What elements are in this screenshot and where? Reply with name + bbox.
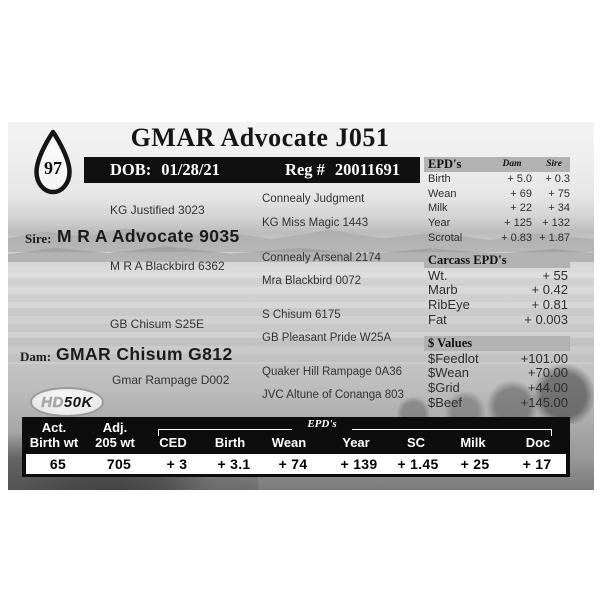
- bottom-stats-table: EPD's Act. Birth wt Adj. 205 wt CED Birth …: [22, 417, 570, 477]
- column-header: Wean: [271, 435, 307, 451]
- epd-panel: EPD's Dam Sire Birth + 5.0 + 0.3 Wean + 69 +…: [424, 157, 570, 245]
- pedigree-dam-sire: GB Chisum S25E: [110, 317, 205, 331]
- column-header: SC: [406, 435, 426, 451]
- stat-value: + 74: [278, 456, 308, 472]
- animal-name-title: GMAR Advocate J051: [130, 123, 390, 152]
- column-header: Adj. 205 wt: [95, 420, 135, 451]
- dam-label: Dam:: [20, 349, 52, 364]
- column-header: Act. Birth wt: [29, 420, 79, 451]
- carcass-row: RibEye + 0.81: [428, 296, 568, 312]
- value-row: $Grid +44.00: [428, 379, 568, 395]
- bottom-table-header-row: Act. Birth wt Adj. 205 wt CED Birth Wean Y…: [22, 417, 570, 454]
- value-row: $Feedlot +101.00: [428, 350, 568, 366]
- stat-value: + 139: [340, 456, 378, 472]
- sire-label: Sire:: [25, 231, 52, 246]
- epd-dam-column-header: Dam: [502, 159, 522, 169]
- pedigree-gen3-entry: Quaker Hill Rampage 0A36: [262, 366, 402, 378]
- stat-value: + 1.45: [397, 456, 439, 472]
- column-header: CED: [159, 435, 187, 451]
- values-panel-title: $ Values: [428, 336, 473, 350]
- lot-number: 97: [44, 158, 62, 178]
- epd-panel-title: EPD's: [428, 157, 462, 171]
- stat-value: 65: [49, 456, 67, 472]
- carcass-row: Fat + 0.003: [428, 311, 568, 327]
- hd50k-logo-hd: HD: [41, 393, 64, 411]
- pedigree-gen3-entry: JVC Altune of Conanga 803: [262, 389, 404, 401]
- carcass-row: Marb + 0.42: [428, 282, 568, 298]
- column-header: Doc: [525, 435, 551, 451]
- dam-name: GMAR Chisum G812: [56, 344, 233, 364]
- epd-row: Year + 125 + 132: [428, 217, 570, 230]
- pedigree-gen3-entry: Connealy Judgment: [262, 193, 365, 205]
- dob-label: DOB:: [110, 160, 152, 179]
- hd50k-logo: HD 50K: [30, 387, 104, 417]
- value-row: $Wean +70.00: [428, 365, 568, 381]
- stat-value: + 17: [522, 456, 552, 472]
- epd-row: Wean + 69 + 75: [428, 187, 570, 200]
- values-panel-header: $ Values: [424, 336, 570, 351]
- dollar-values-panel: $ Values $Feedlot +101.00 $Wean +70.00 $Gr…: [424, 336, 570, 410]
- pedigree-gen3-entry: S Chisum 6175: [262, 309, 341, 321]
- epds-span-label: EPD's: [292, 418, 352, 430]
- epd-row: Scrotal + 0.83 + 1.87: [428, 231, 570, 244]
- pedigree-gen3-entry: Mra Blackbird 0072: [262, 275, 362, 287]
- stat-value: + 3: [166, 456, 188, 472]
- sire-name: M R A Advocate 9035: [57, 226, 240, 246]
- stat-value: + 3.1: [217, 456, 251, 472]
- pedigree-sire-dam: M R A Blackbird 6362: [110, 259, 225, 273]
- pedigree-gen3-entry: GB Pleasant Pride W25A: [262, 332, 392, 344]
- stat-value: 705: [106, 456, 132, 472]
- value-row: $Beef +145.00: [428, 394, 568, 410]
- carcass-epd-panel: Carcass EPD's Wt. + 55 Marb + 0.42 RibEye +…: [424, 253, 570, 327]
- pedigree-dam-dam: Gmar Rampage D002: [112, 373, 230, 387]
- reg-value: 20011691: [334, 160, 400, 179]
- column-header: Year: [342, 435, 370, 451]
- pedigree-gen3-entry: Connealy Arsenal 2174: [262, 252, 381, 264]
- epds-span-bracket: [158, 429, 552, 436]
- column-header: Milk: [460, 435, 486, 451]
- pedigree-sire-sire: KG Justified 3023: [110, 203, 205, 217]
- reg-label: Reg #: [285, 160, 325, 179]
- dob-value: 01/28/21: [161, 160, 220, 179]
- epd-row: Birth + 5.0 + 0.3: [428, 173, 570, 186]
- column-header: Birth: [214, 435, 246, 451]
- epd-row: Milk + 22 + 34: [428, 202, 570, 215]
- epd-panel-header: EPD's Dam Sire: [424, 157, 570, 172]
- dob-reg-bar: DOB: 01/28/21 Reg # 20011691: [84, 157, 420, 183]
- carcass-panel-header: Carcass EPD's: [424, 253, 570, 268]
- carcass-row: Wt. + 55: [428, 267, 568, 283]
- bottom-table-value-row: 65 705 + 3 + 3.1 + 74 + 139 + 1.45 + 25 …: [26, 454, 566, 474]
- pedigree-gen3-entry: KG Miss Magic 1443: [262, 217, 369, 229]
- hd50k-logo-50k: 50K: [63, 393, 93, 411]
- epd-sire-column-header: Sire: [546, 159, 562, 169]
- stat-value: + 25: [460, 456, 490, 472]
- carcass-panel-title: Carcass EPD's: [428, 253, 507, 267]
- ear-tag-drop-icon: [34, 129, 72, 195]
